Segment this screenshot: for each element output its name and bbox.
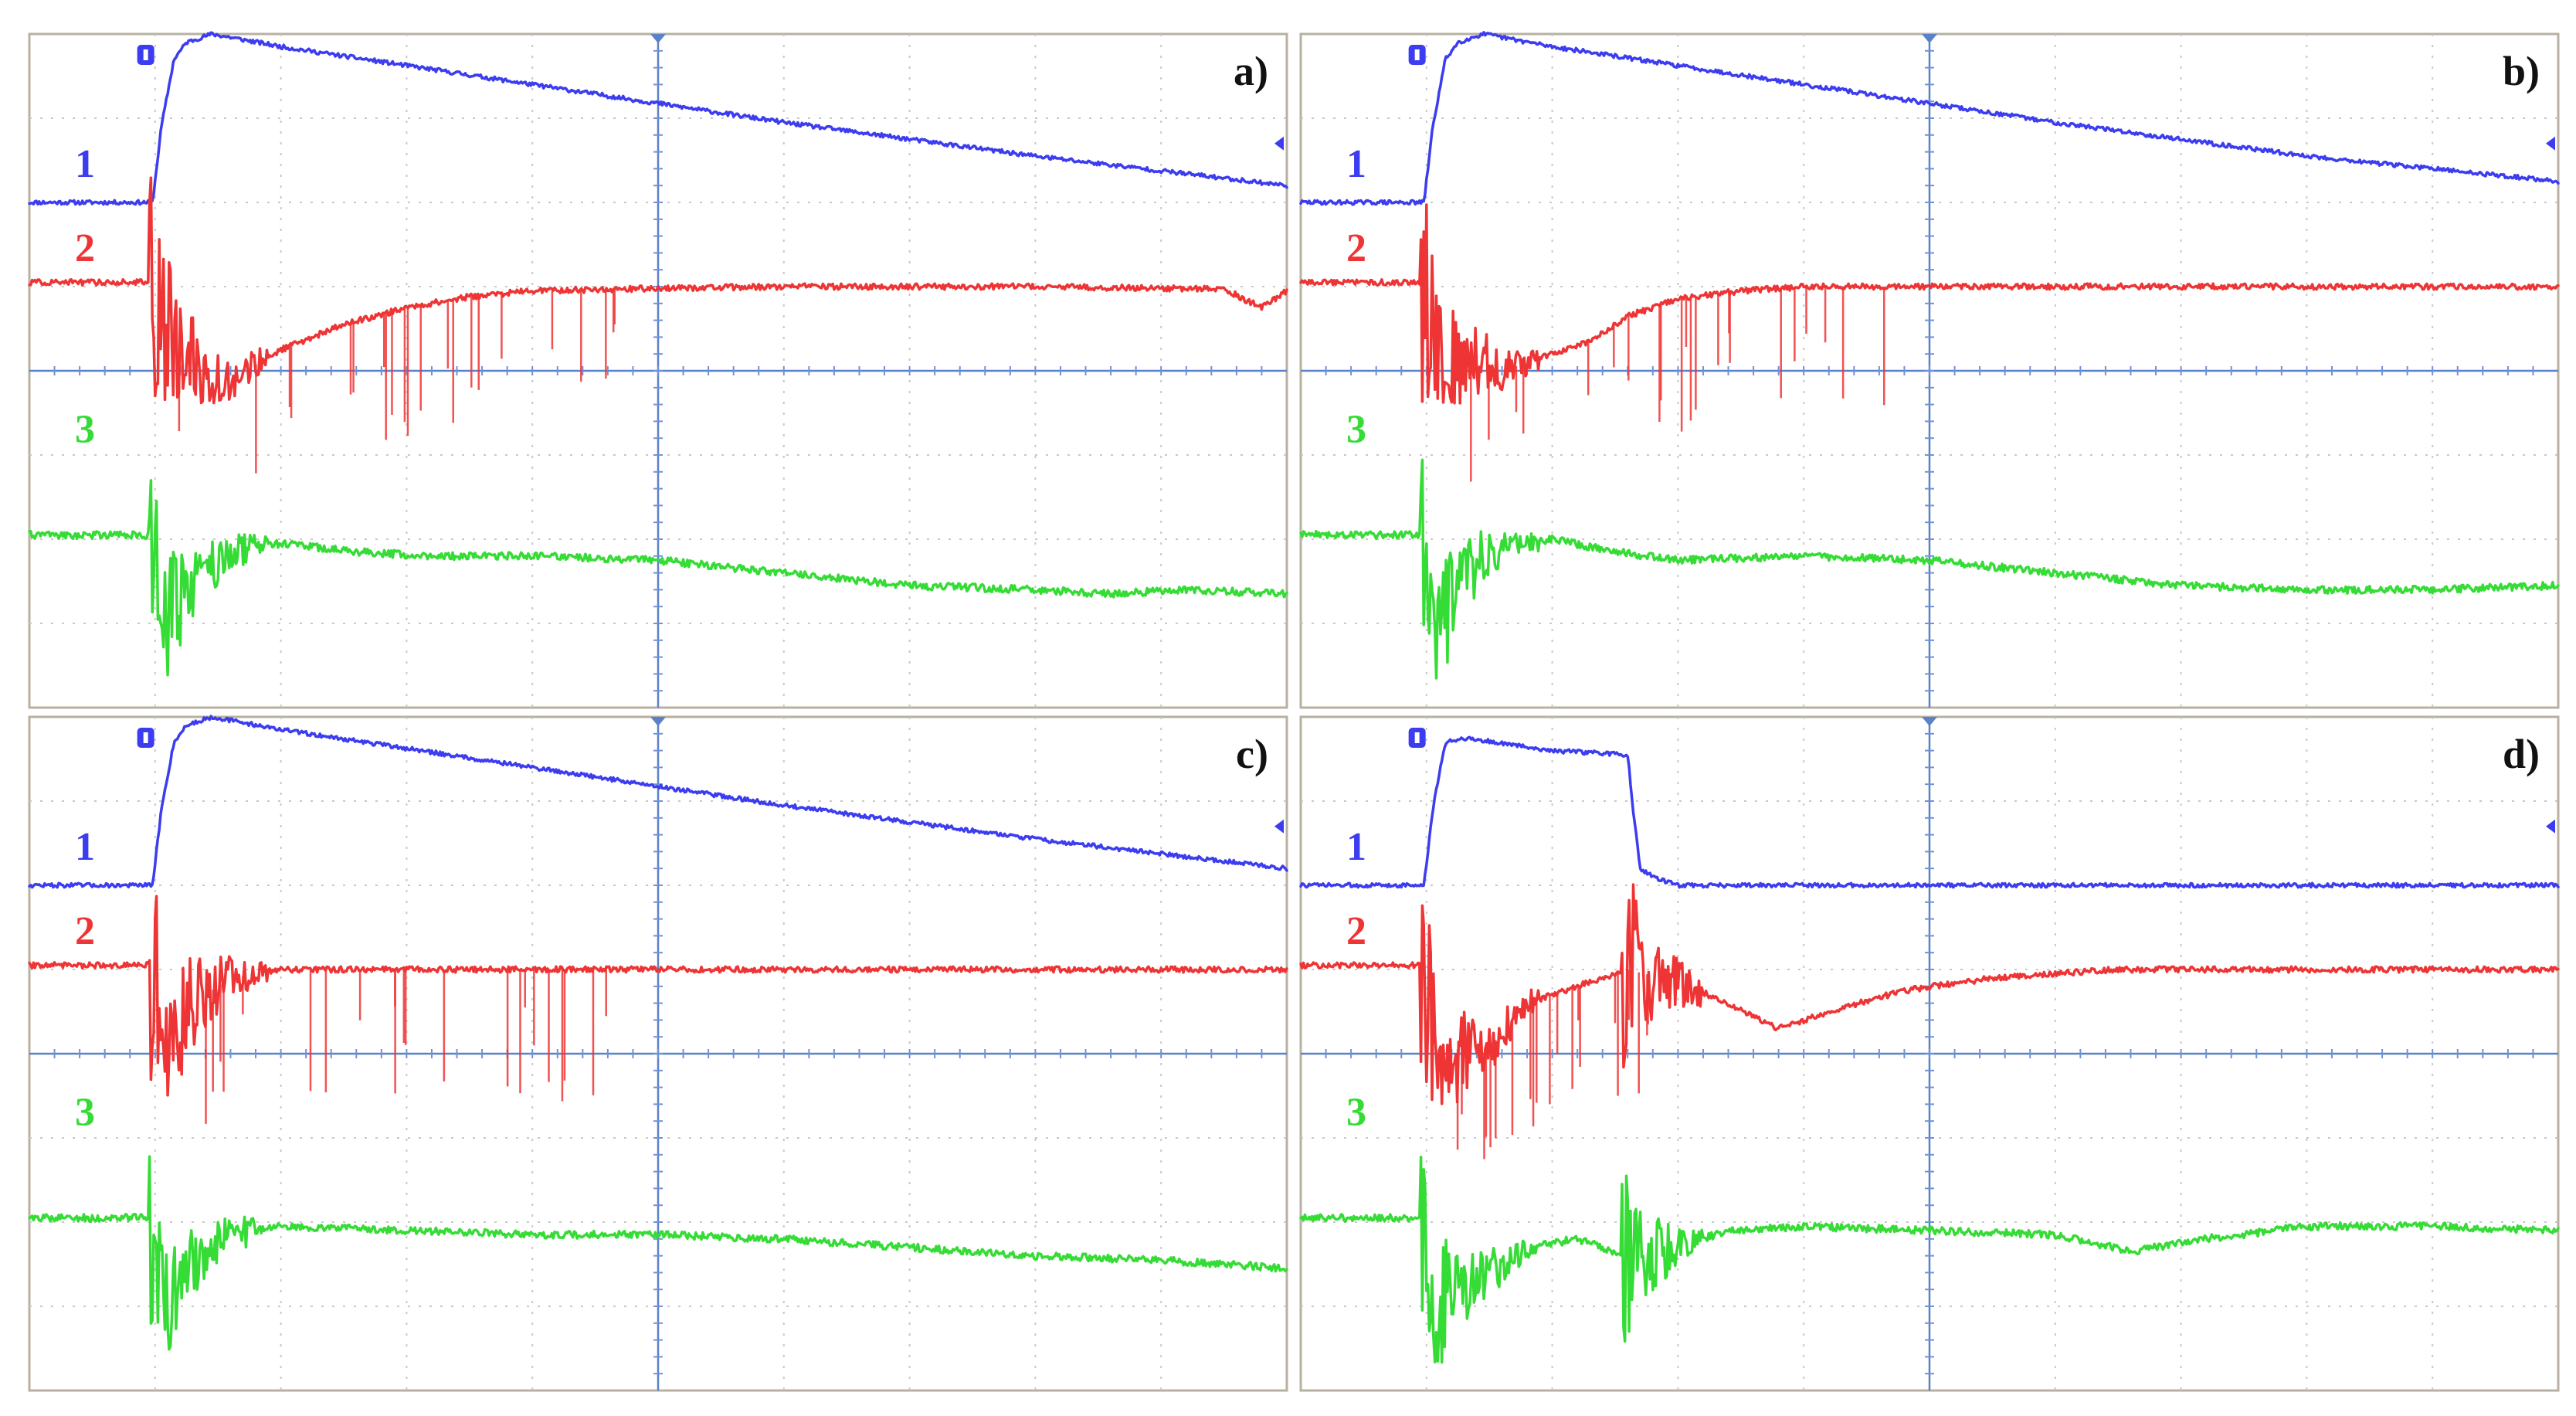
channel-3-trace — [1299, 458, 2560, 680]
trigger-position-marker — [650, 34, 666, 43]
panel-b: 1 2 3 b) — [1299, 31, 2560, 709]
grid — [29, 717, 1287, 1391]
channel-1-trace — [1299, 735, 2560, 889]
channel-3-trace — [1299, 1155, 2560, 1364]
trigger-level-marker — [2546, 136, 2555, 151]
channel-3-trace — [28, 1155, 1288, 1351]
panel-c: 1 2 3 c) — [28, 715, 1288, 1392]
panel-a: 1 2 3 a) — [28, 31, 1288, 709]
channel-2-label: 2 — [1346, 226, 1366, 270]
channel-3-label: 3 — [75, 407, 95, 451]
channel-2-trace — [28, 895, 1288, 1097]
trigger-position-marker — [650, 717, 666, 726]
channel-1-label: 1 — [1346, 825, 1366, 869]
panel-label: b) — [2503, 48, 2540, 94]
panel-d: 1 2 3 d) — [1299, 715, 2560, 1392]
channel-2-trace — [1299, 203, 2560, 405]
trigger-level-marker — [1274, 136, 1284, 151]
panel-label: d) — [2503, 731, 2540, 777]
channel-3-label: 3 — [1346, 1090, 1366, 1134]
channel-2-trace — [1299, 883, 2560, 1105]
trigger-time-marker-glyph — [143, 49, 148, 60]
channel-1-label: 1 — [75, 825, 95, 869]
trigger-position-marker — [1922, 717, 1937, 726]
channel-1-trace — [28, 715, 1288, 889]
channel-3-label: 3 — [1346, 407, 1366, 451]
channel-3-trace — [28, 479, 1288, 677]
channel-2-label: 2 — [1346, 909, 1366, 953]
channel-2-label: 2 — [75, 909, 95, 953]
channel-3-label: 3 — [75, 1090, 95, 1134]
panel-label: a) — [1234, 48, 1268, 94]
grid — [1301, 717, 2558, 1391]
trigger-level-marker — [2546, 819, 2555, 834]
channel-1-label: 1 — [75, 142, 95, 186]
channel-2-label: 2 — [75, 226, 95, 270]
channel-1-trace — [28, 31, 1288, 206]
trigger-time-marker-glyph — [1414, 732, 1420, 743]
trigger-time-marker-glyph — [143, 732, 148, 743]
trigger-position-marker — [1922, 34, 1937, 43]
channel-1-trace — [1299, 31, 2560, 206]
trigger-level-marker — [1274, 819, 1284, 834]
trigger-time-marker-glyph — [1414, 49, 1420, 60]
channel-2-trace — [28, 176, 1288, 405]
panel-label: c) — [1236, 731, 1268, 777]
channel-1-label: 1 — [1346, 142, 1366, 186]
